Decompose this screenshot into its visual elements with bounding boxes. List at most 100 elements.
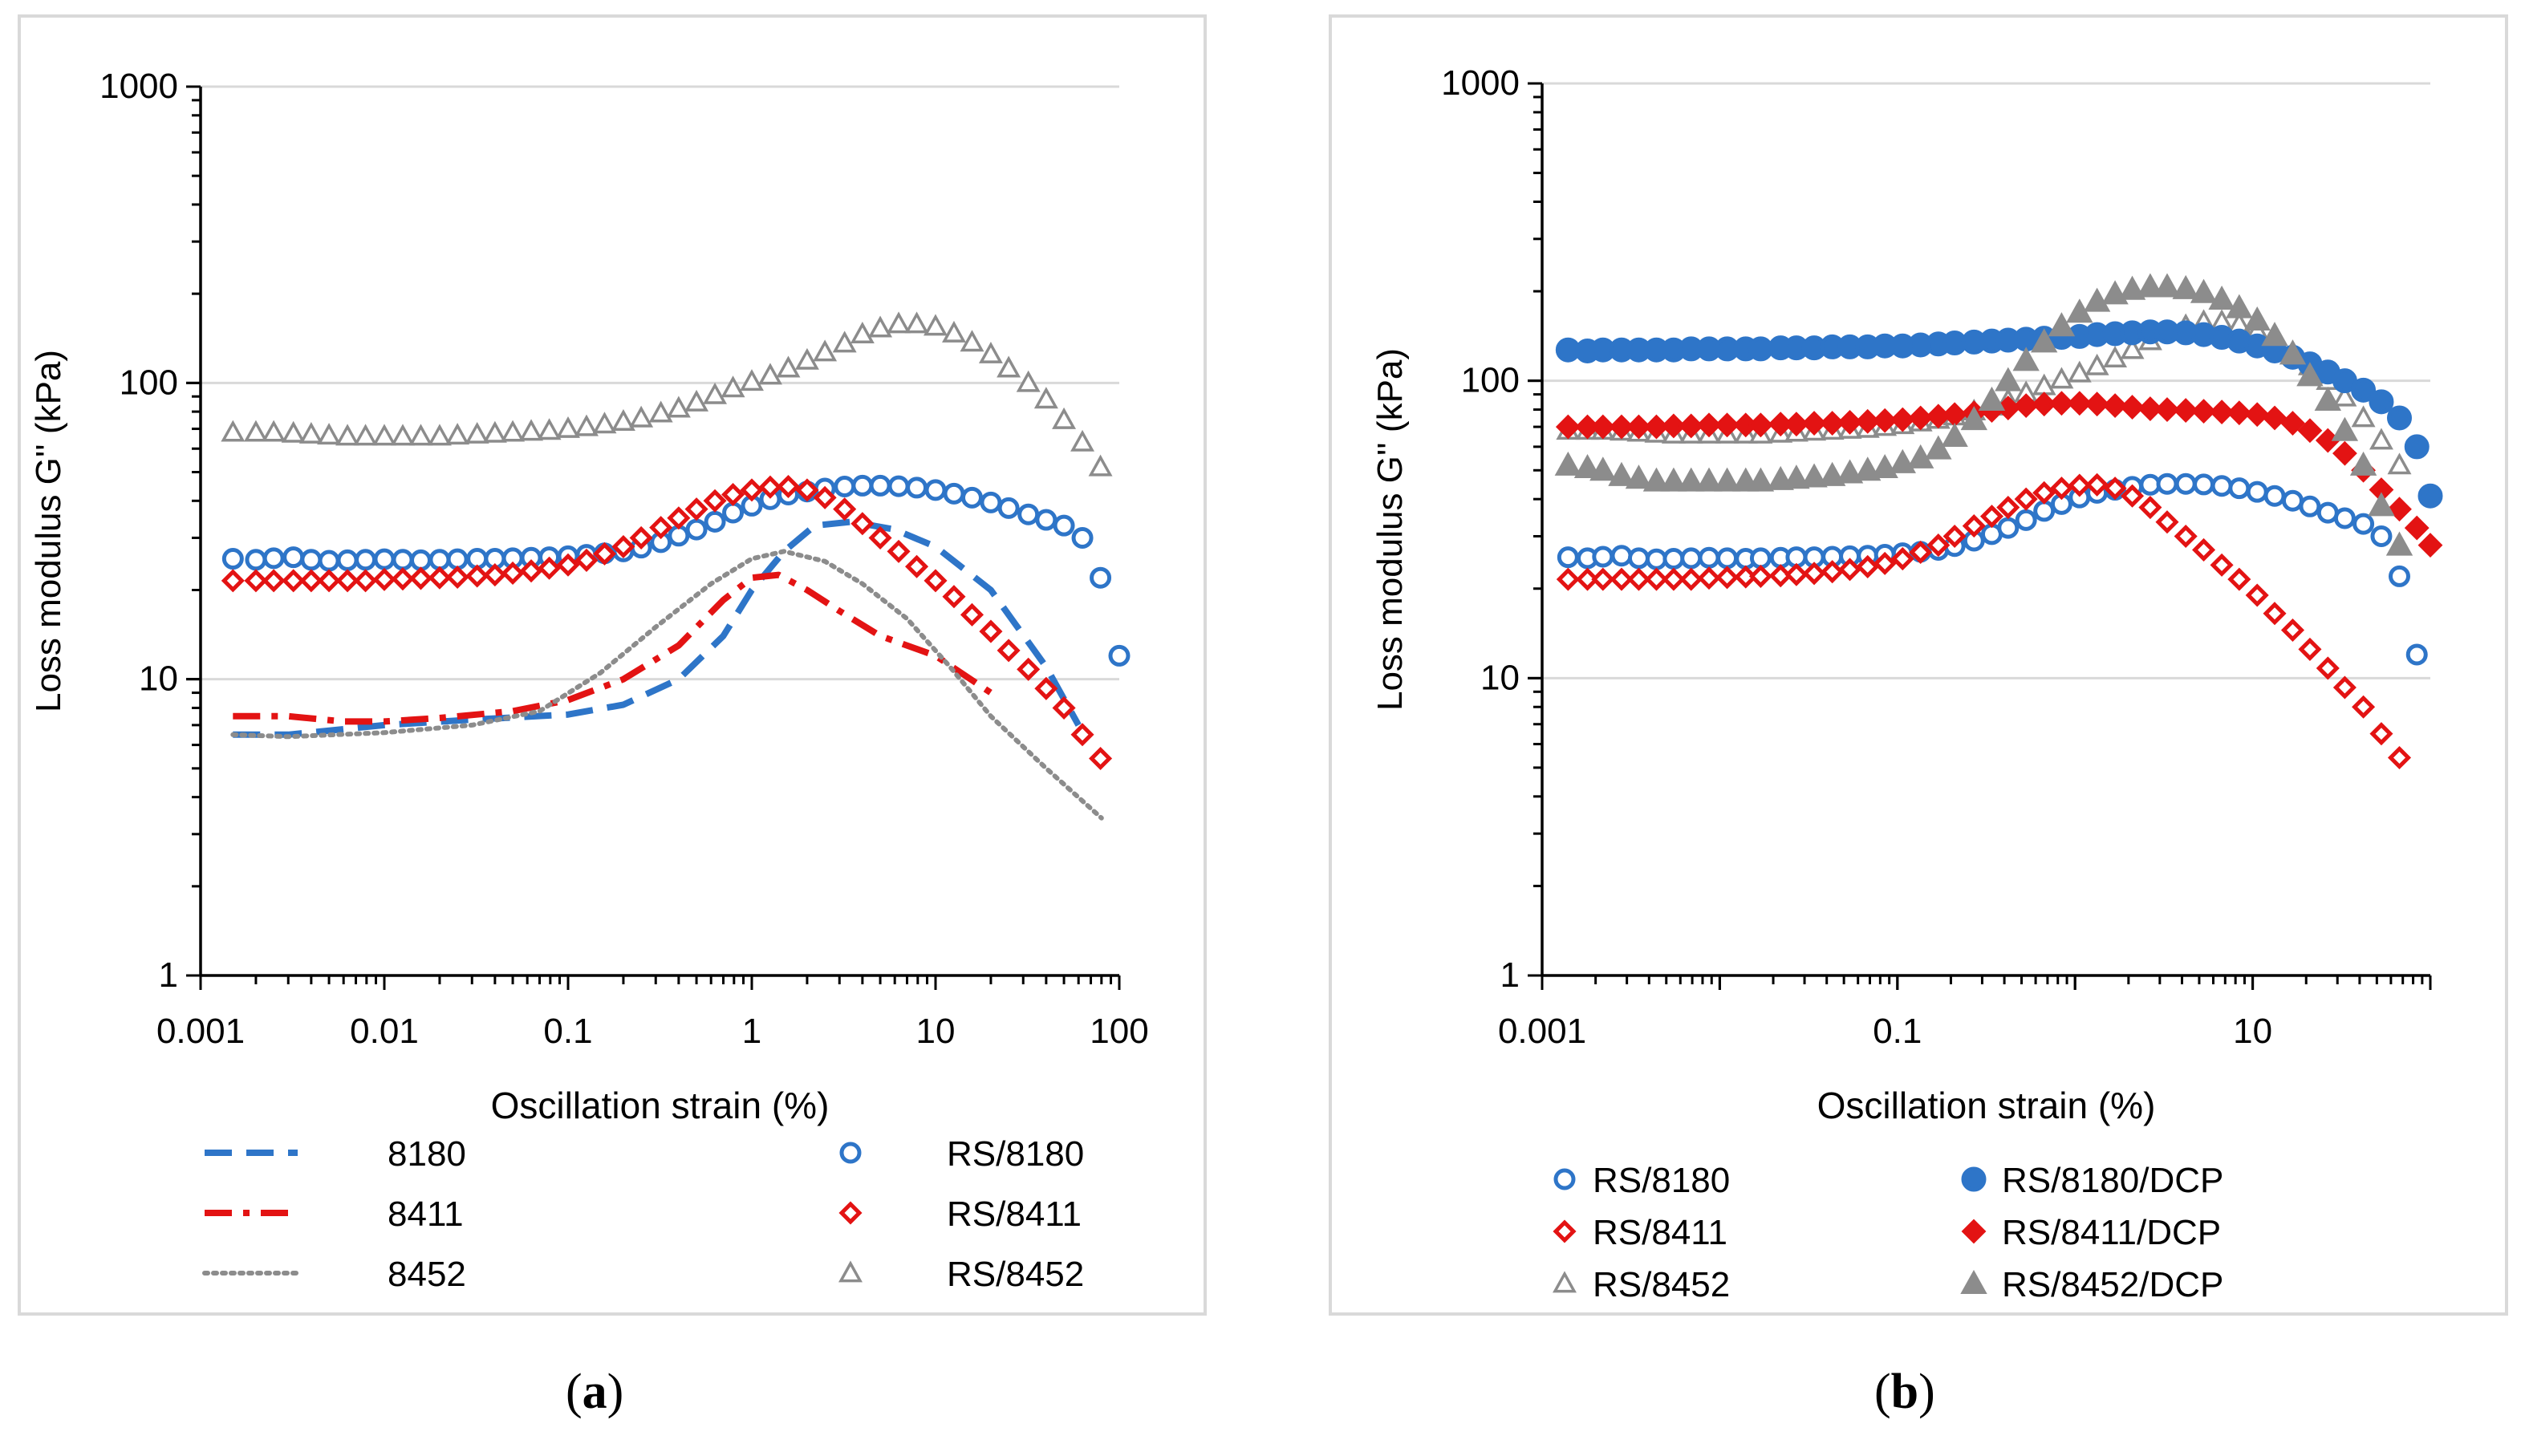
data-point (2015, 509, 2037, 531)
data-point (2262, 405, 2288, 431)
data-point (372, 567, 396, 591)
data-point (335, 424, 360, 446)
legend-marker-rs-8452-dcp (1960, 1269, 1987, 1294)
data-point (924, 479, 947, 501)
data-point (649, 516, 673, 540)
data-point (1052, 407, 1077, 429)
y-tick-label: 1 (1500, 955, 1520, 995)
data-point (300, 549, 323, 571)
data-point (794, 347, 819, 370)
data-point (372, 424, 396, 446)
legend-label-rs-8452: RS/8452 (947, 1255, 1084, 1294)
y-tick-label: 100 (120, 363, 178, 402)
data-point (1960, 406, 1988, 431)
data-point (1713, 467, 1741, 492)
data-point (2085, 472, 2109, 497)
series-8411 (233, 571, 993, 725)
legend-label-8180: 8180 (388, 1134, 466, 1174)
data-point (1962, 514, 1986, 538)
data-point (355, 549, 377, 571)
data-point (262, 547, 285, 570)
legend-marker-rs-8180-dcp (1961, 1166, 1987, 1192)
data-point (880, 635, 881, 636)
y-tick-label: 1000 (99, 67, 178, 106)
data-point (997, 639, 1021, 663)
data-point (2245, 583, 2269, 607)
data-point (2316, 656, 2340, 680)
data-point (997, 355, 1021, 378)
series-line (230, 549, 1104, 821)
data-point (1890, 547, 1914, 571)
chart-a: 1 10 100 1000 0.001 0.01 0.1 1 10 100 Oscillation … (29, 67, 1149, 1294)
data-point (2369, 722, 2393, 746)
data-point (1555, 414, 1581, 440)
data-point (1108, 644, 1131, 667)
data-point (850, 322, 875, 343)
data-point (905, 554, 929, 578)
data-point (2103, 477, 2127, 501)
data-point (1695, 467, 1723, 492)
data-point (2138, 496, 2162, 520)
data-point (409, 549, 432, 571)
data-point (1749, 547, 1772, 570)
data-point (1872, 408, 1898, 433)
data-point (1608, 461, 1635, 486)
data-point (1909, 540, 1933, 564)
y-tick-label: 1 (159, 955, 178, 995)
data-point (887, 311, 911, 334)
data-point (2369, 428, 2393, 450)
data-point (574, 548, 599, 572)
data-point (2208, 285, 2235, 310)
data-point (556, 416, 580, 438)
data-point (814, 525, 815, 526)
data-point (980, 491, 1002, 513)
data-point (2331, 416, 2359, 441)
data-point (2332, 675, 2357, 700)
data-point (556, 553, 580, 577)
data-point (960, 486, 983, 509)
data-point (1978, 386, 2006, 411)
data-point (2103, 346, 2128, 368)
data-point (221, 569, 245, 593)
data-point (1661, 413, 1687, 439)
data-point (2032, 391, 2057, 417)
data-point (851, 474, 874, 497)
data-point (2349, 451, 2377, 476)
legend-marker-rs-8452 (838, 1260, 863, 1283)
y-tick-label: 10 (139, 659, 178, 699)
data-point (1837, 410, 1862, 435)
x-tick-label: 10 (916, 1012, 956, 1051)
data-point (1715, 566, 1739, 590)
data-point (1592, 545, 1614, 568)
data-point (648, 400, 673, 423)
data-point (795, 478, 819, 502)
data-point (1925, 435, 1952, 460)
data-point (1660, 467, 1687, 492)
data-point (1610, 545, 1633, 567)
data-point (887, 475, 910, 497)
data-point (2118, 275, 2146, 300)
data-point (1715, 412, 1739, 438)
data-point (353, 424, 378, 446)
data-point (1784, 562, 1809, 586)
data-point (924, 314, 948, 336)
x-axis-title: Oscillation strain (%) (1817, 1085, 2156, 1126)
data-point (354, 569, 378, 593)
data-point (2121, 484, 2145, 508)
data-point (1642, 467, 1670, 492)
data-point (685, 518, 708, 541)
data-point (2085, 353, 2109, 375)
data-point (2049, 477, 2073, 501)
data-point (2385, 531, 2413, 556)
data-point (2228, 477, 2251, 500)
data-point (924, 569, 948, 593)
legend-label-rs-8411: RS/8411 (947, 1194, 1082, 1234)
data-point (704, 510, 726, 533)
data-point (758, 475, 782, 499)
series-rs-8411 (221, 474, 1113, 771)
data-point (1644, 567, 1668, 591)
data-point (1890, 407, 1915, 432)
data-point (1089, 746, 1113, 771)
series-8452 (230, 549, 1104, 821)
legend-marker-rs-8411-dcp (1961, 1219, 1987, 1244)
